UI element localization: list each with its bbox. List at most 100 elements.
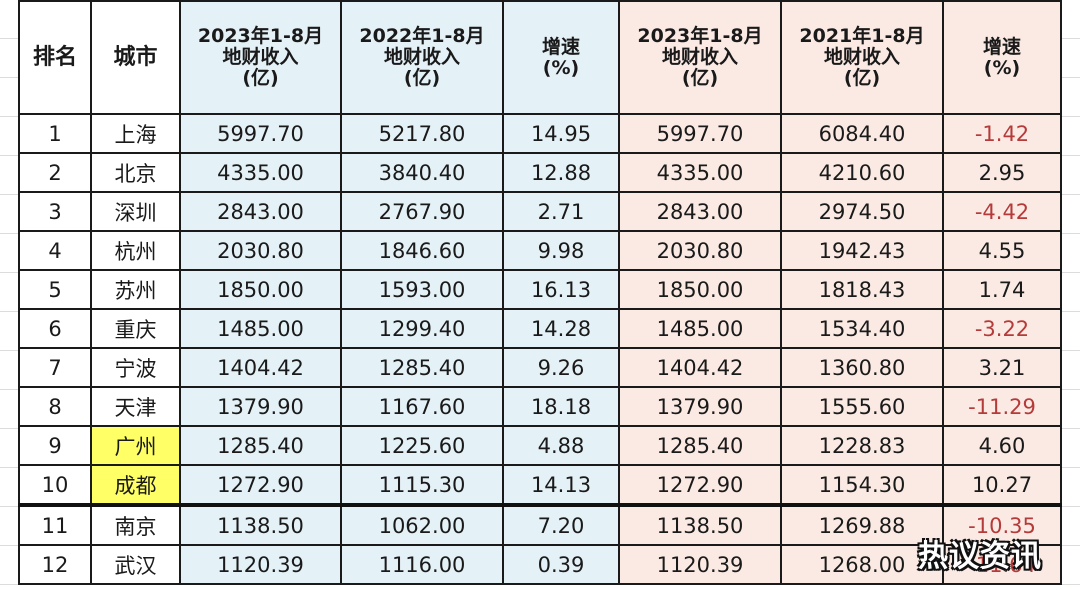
cell-2023-revenue[interactable]: 2030.80 [179,230,342,271]
cell-2021-revenue[interactable]: 2974.50 [780,191,944,232]
header-growth-vs-2022[interactable]: 增速 (%) [502,0,620,115]
cell-city[interactable]: 上海 [90,113,181,154]
cell-2022-revenue[interactable]: 1116.00 [340,544,504,585]
header-growth-vs-2021[interactable]: 增速 (%) [942,0,1062,115]
cell-rank[interactable]: 1 [18,113,92,154]
cell-growth-vs-2021[interactable]: -4.42 [942,191,1062,232]
cell-growth-vs-2021[interactable]: 4.60 [942,425,1062,466]
cell-2022-revenue[interactable]: 1062.00 [340,503,504,546]
cell-2023-revenue[interactable]: 1272.90 [179,464,342,506]
cell-growth-vs-2022[interactable]: 2.71 [502,191,620,232]
cell-rank[interactable]: 11 [18,503,92,546]
cell-growth-vs-2022[interactable]: 7.20 [502,503,620,546]
cell-2023-revenue-b[interactable]: 1285.40 [618,425,782,466]
cell-2023-revenue[interactable]: 1285.40 [179,425,342,466]
cell-2023-revenue-b[interactable]: 5997.70 [618,113,782,154]
header-2023-revenue-b[interactable]: 2023年1-8月 地财收入 (亿) [618,0,782,115]
cell-2023-revenue[interactable]: 2843.00 [179,191,342,232]
cell-rank[interactable]: 5 [18,269,92,310]
cell-2022-revenue[interactable]: 1285.40 [340,347,504,388]
cell-city[interactable]: 武汉 [90,544,181,585]
cell-2021-revenue[interactable]: 1360.80 [780,347,944,388]
cell-city[interactable]: 南京 [90,503,181,546]
cell-2023-revenue-b[interactable]: 1404.42 [618,347,782,388]
cell-growth-vs-2021[interactable]: 2.95 [942,152,1062,193]
cell-2022-revenue[interactable]: 2767.90 [340,191,504,232]
cell-growth-vs-2021[interactable]: 1.74 [942,269,1062,310]
cell-2023-revenue-b[interactable]: 1850.00 [618,269,782,310]
cell-2023-revenue-b[interactable]: 2843.00 [618,191,782,232]
cell-2022-revenue[interactable]: 5217.80 [340,113,504,154]
cell-2021-revenue[interactable]: 1269.88 [780,503,944,546]
cell-rank[interactable]: 9 [18,425,92,466]
cell-2023-revenue[interactable]: 1379.90 [179,386,342,427]
cell-2022-revenue[interactable]: 1846.60 [340,230,504,271]
cell-rank[interactable]: 4 [18,230,92,271]
cell-2023-revenue-b[interactable]: 2030.80 [618,230,782,271]
cell-rank[interactable]: 7 [18,347,92,388]
cell-2021-revenue[interactable]: 1228.83 [780,425,944,466]
cell-growth-vs-2022[interactable]: 14.28 [502,308,620,349]
cell-rank[interactable]: 2 [18,152,92,193]
cell-city[interactable]: 杭州 [90,230,181,271]
cell-2022-revenue[interactable]: 1115.30 [340,464,504,506]
cell-growth-vs-2021[interactable]: -1.42 [942,113,1062,154]
cell-2023-revenue-b[interactable]: 4335.00 [618,152,782,193]
cell-rank[interactable]: 3 [18,191,92,232]
cell-rank[interactable]: 10 [18,464,92,506]
cell-growth-vs-2021[interactable]: 3.21 [942,347,1062,388]
cell-2023-revenue-b[interactable]: 1379.90 [618,386,782,427]
cell-growth-vs-2021[interactable]: -10.35 [942,503,1062,546]
cell-growth-vs-2022[interactable]: 0.39 [502,544,620,585]
cell-growth-vs-2021[interactable]: -11.64 [942,544,1062,585]
cell-2023-revenue[interactable]: 1850.00 [179,269,342,310]
cell-2021-revenue[interactable]: 1154.30 [780,464,944,506]
cell-2023-revenue[interactable]: 5997.70 [179,113,342,154]
cell-city[interactable]: 天津 [90,386,181,427]
cell-2022-revenue[interactable]: 3840.40 [340,152,504,193]
cell-2022-revenue[interactable]: 1167.60 [340,386,504,427]
cell-2023-revenue-b[interactable]: 1485.00 [618,308,782,349]
header-city[interactable]: 城市 [90,0,181,115]
cell-growth-vs-2022[interactable]: 14.95 [502,113,620,154]
cell-2023-revenue[interactable]: 1404.42 [179,347,342,388]
cell-2021-revenue[interactable]: 1942.43 [780,230,944,271]
cell-growth-vs-2022[interactable]: 9.26 [502,347,620,388]
cell-growth-vs-2022[interactable]: 4.88 [502,425,620,466]
cell-city[interactable]: 深圳 [90,191,181,232]
cell-2021-revenue[interactable]: 6084.40 [780,113,944,154]
cell-growth-vs-2022[interactable]: 9.98 [502,230,620,271]
cell-growth-vs-2022[interactable]: 18.18 [502,386,620,427]
cell-city[interactable]: 苏州 [90,269,181,310]
cell-growth-vs-2022[interactable]: 14.13 [502,464,620,506]
cell-2022-revenue[interactable]: 1593.00 [340,269,504,310]
cell-rank[interactable]: 6 [18,308,92,349]
cell-2023-revenue[interactable]: 4335.00 [179,152,342,193]
header-2021-revenue[interactable]: 2021年1-8月 地财收入 (亿) [780,0,944,115]
cell-city[interactable]: 宁波 [90,347,181,388]
cell-city[interactable]: 北京 [90,152,181,193]
cell-2022-revenue[interactable]: 1225.60 [340,425,504,466]
cell-2021-revenue[interactable]: 1268.00 [780,544,944,585]
cell-2021-revenue[interactable]: 4210.60 [780,152,944,193]
cell-rank[interactable]: 8 [18,386,92,427]
cell-city[interactable]: 成都 [90,464,181,506]
cell-growth-vs-2021[interactable]: -11.29 [942,386,1062,427]
cell-2021-revenue[interactable]: 1818.43 [780,269,944,310]
cell-2023-revenue-b[interactable]: 1272.90 [618,464,782,506]
header-2023-revenue[interactable]: 2023年1-8月 地财收入 (亿) [179,0,342,115]
cell-2023-revenue-b[interactable]: 1120.39 [618,544,782,585]
header-rank[interactable]: 排名 [18,0,92,115]
cell-city[interactable]: 重庆 [90,308,181,349]
cell-rank[interactable]: 12 [18,544,92,585]
cell-2022-revenue[interactable]: 1299.40 [340,308,504,349]
cell-2021-revenue[interactable]: 1555.60 [780,386,944,427]
cell-growth-vs-2022[interactable]: 16.13 [502,269,620,310]
cell-2023-revenue[interactable]: 1485.00 [179,308,342,349]
cell-2023-revenue[interactable]: 1120.39 [179,544,342,585]
header-2022-revenue[interactable]: 2022年1-8月 地财收入 (亿) [340,0,504,115]
cell-2021-revenue[interactable]: 1534.40 [780,308,944,349]
cell-2023-revenue-b[interactable]: 1138.50 [618,503,782,546]
cell-growth-vs-2021[interactable]: -3.22 [942,308,1062,349]
cell-growth-vs-2021[interactable]: 10.27 [942,464,1062,506]
